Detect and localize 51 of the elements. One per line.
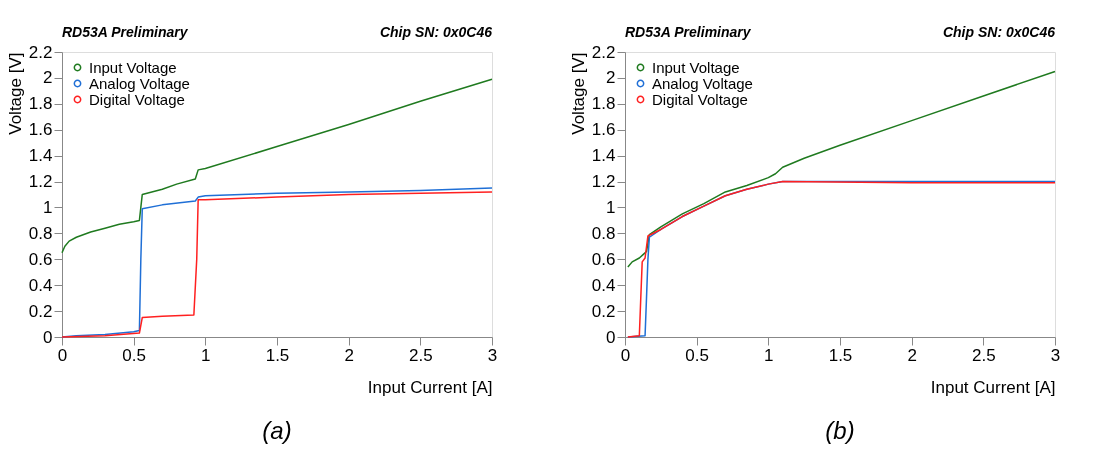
- x-tick-label: 2.5: [972, 345, 996, 365]
- y-tick-label: 0.6: [591, 249, 616, 269]
- text: Chip SN: 0x0C46: [379, 24, 493, 40]
- legend-label: Input Voltage: [89, 58, 177, 76]
- y-tick-label: 0.4: [28, 275, 53, 295]
- x-tick-label: 2.5: [409, 345, 433, 365]
- y-tick-label: 0.2: [28, 301, 53, 321]
- y-tick-label: 0: [606, 327, 616, 347]
- y-tick-label: 2: [606, 68, 616, 88]
- y-tick-label: 0.8: [28, 223, 53, 243]
- x-tick-label: 0.5: [122, 345, 146, 365]
- y-tick-label: 0.8: [591, 223, 616, 243]
- x-tick-label: 1.5: [265, 345, 290, 365]
- y-axis-title: Voltage [V]: [568, 52, 588, 135]
- x-tick-label: 0: [57, 345, 68, 365]
- y-tick-label: 1.2: [28, 172, 53, 192]
- legend-label: Input Voltage: [652, 58, 740, 76]
- x-axis-title: Input Current [A]: [367, 377, 493, 397]
- y-tick-label: 1.2: [591, 172, 616, 192]
- y-tick-label: 1: [43, 197, 53, 217]
- y-tick-label: 0.2: [591, 301, 616, 321]
- y-tick-label: 1.8: [591, 94, 616, 114]
- y-tick-label: 1.8: [28, 94, 53, 114]
- y-tick-label: 0.4: [591, 275, 616, 295]
- y-tick-label: 2.2: [591, 42, 616, 62]
- y-tick-label: 1.4: [591, 146, 616, 166]
- x-tick-label: 2: [907, 345, 917, 365]
- y-tick-label: 0.6: [28, 249, 53, 269]
- y-tick-label: 2.2: [28, 42, 53, 62]
- x-tick-label: 3: [487, 345, 498, 365]
- y-tick-label: 1.6: [591, 120, 616, 140]
- y-tick-label: 1.4: [28, 146, 53, 166]
- text: RD53A Preliminary: [62, 24, 189, 40]
- line-series: [61, 78, 493, 254]
- x-tick-label: 1.5: [828, 345, 853, 365]
- text: Chip SN: 0x0C46: [942, 24, 1056, 40]
- y-axis-title: Voltage [V]: [5, 52, 25, 135]
- x-axis-title: Input Current [A]: [930, 377, 1056, 397]
- y-tick-label: 1: [606, 197, 616, 217]
- x-tick-label: 2: [344, 345, 354, 365]
- y-tick-label: 0: [43, 327, 53, 347]
- y-tick-label: 1.6: [28, 120, 53, 140]
- x-tick-label: 3: [1050, 345, 1061, 365]
- y-tick-label: 2: [43, 68, 53, 88]
- x-tick-label: 0: [620, 345, 631, 365]
- text: RD53A Preliminary: [625, 24, 752, 40]
- x-tick-label: 0.5: [685, 345, 709, 365]
- x-tick-label: 1: [201, 345, 211, 365]
- text: (a): [262, 417, 292, 444]
- text: (b): [825, 417, 855, 444]
- x-tick-label: 1: [764, 345, 774, 365]
